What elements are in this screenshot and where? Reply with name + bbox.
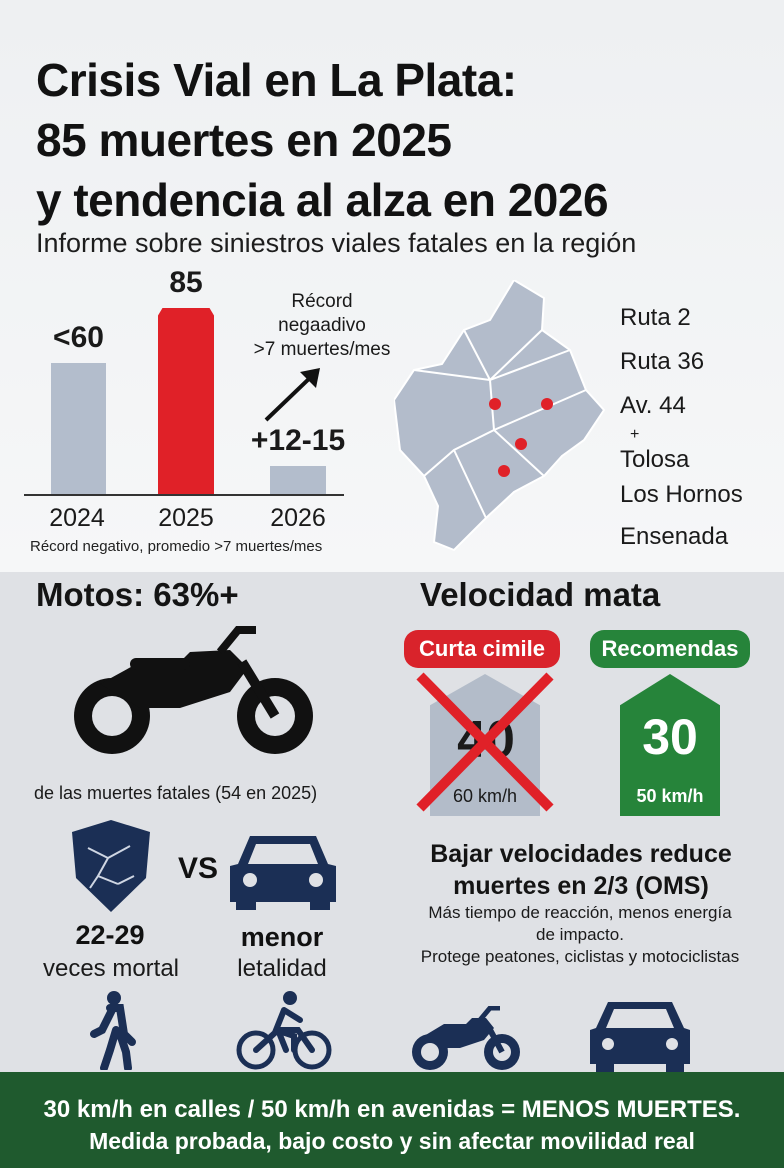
- chart-baseline: [24, 494, 344, 496]
- moto-stat-label: veces mortal: [42, 955, 180, 982]
- title-line-2: 85 muertes en 2025: [36, 114, 452, 166]
- bar-2025: [158, 308, 214, 494]
- place-list: Ruta 2 Ruta 36 Av. 44 + Tolosa Los Horno…: [620, 296, 743, 562]
- speed-body-line-1: Más tiempo de reacción, menos energía: [428, 903, 732, 922]
- record-line-3: >7 muertes/mes: [253, 339, 391, 360]
- small-motorcycle-icon: [412, 1006, 520, 1070]
- speed-heading: Velocidad mata: [420, 576, 661, 613]
- car-stat-value: menor: [240, 922, 324, 952]
- hotspot-marker: [489, 398, 501, 410]
- car-icon: [230, 836, 336, 910]
- year-label-2025: 2025: [158, 504, 214, 532]
- chart-note: Récord negativo, promedio >7 muertes/mes: [30, 538, 323, 555]
- top-panel: [0, 0, 784, 572]
- hotspot-marker: [541, 398, 553, 410]
- year-label-2026: 2026: [270, 504, 326, 532]
- speed-body-line-3: Protege peatones, ciclistas y motociclis…: [420, 947, 740, 966]
- area-item: Los Hornos: [620, 481, 743, 508]
- record-line-2: negaadivo: [278, 315, 366, 336]
- cracked-helmet-shield-icon: [72, 820, 150, 912]
- area-item: Ensenada: [620, 523, 729, 550]
- speed-headline-line-1: Bajar velocidades reduce: [430, 840, 732, 868]
- motos-heading: Motos: 63%+: [36, 576, 239, 613]
- car-stat-label: letalidad: [237, 955, 327, 982]
- motos-caption: de las muertes fatales (54 en 2025): [34, 783, 318, 803]
- bar-2026: [270, 466, 326, 494]
- plus-sign: +: [630, 426, 640, 443]
- speed-body-line-2: de impacto.: [536, 925, 624, 944]
- cyclist-icon: [236, 991, 332, 1070]
- recommended-speed-sign: [620, 674, 720, 816]
- bar-value-2026: +12-15: [250, 424, 346, 457]
- recommended-limit-label: Recomendas: [590, 630, 750, 668]
- footer-banner: 30 km/h en calles / 50 km/h en avenidas …: [0, 1072, 784, 1168]
- year-label-2024: 2024: [49, 504, 105, 532]
- title-line-1: Crisis Vial en La Plata:: [36, 54, 517, 106]
- motorcycle-icon: [74, 626, 313, 754]
- page-title: Crisis Vial en La Plata: 85 muertes en 2…: [36, 50, 609, 230]
- trend-up-arrow-icon: [264, 368, 320, 422]
- moto-stat-value: 22-29: [75, 920, 145, 950]
- record-annotation: Récord negaadivo >7 muertes/mes: [252, 290, 392, 362]
- vs-label: VS: [178, 852, 219, 885]
- footer-line-1: 30 km/h en calles / 50 km/h en avenidas …: [43, 1096, 741, 1123]
- bar-value-2024: <60: [53, 321, 104, 354]
- cross-out-icon: [416, 672, 554, 812]
- page-subtitle: Informe sobre siniestros viales fatales …: [36, 228, 637, 258]
- recommended-speed-unit: 50 km/h: [636, 786, 704, 806]
- speed-headline-line-2: muertes en 2/3 (OMS): [453, 872, 709, 900]
- current-limit-label: Curta cimile: [404, 630, 560, 668]
- bar-value-2025: 85: [169, 266, 203, 299]
- current-speed-unit: 60 km/h: [452, 786, 518, 806]
- small-car-icon: [590, 1002, 690, 1072]
- title-line-3: y tendencia al alza en 2026: [36, 174, 609, 226]
- recommended-speed-value: 30: [642, 709, 698, 765]
- footer-line-2: Medida probada, bajo costo y sin afectar…: [89, 1128, 695, 1154]
- road-item: Av. 44: [620, 392, 686, 419]
- bar-2024: [51, 363, 106, 494]
- speed-headline: Bajar velocidades reduce muertes en 2/3 …: [396, 838, 766, 902]
- pedestrian-icon: [90, 991, 136, 1070]
- la-plata-map: [394, 280, 606, 552]
- area-item: Tolosa: [620, 446, 690, 473]
- road-item: Ruta 2: [620, 304, 691, 331]
- speed-body: Más tiempo de reacción, menos energía de…: [380, 902, 780, 968]
- hotspot-marker: [498, 465, 510, 477]
- record-line-1: Récord: [291, 291, 353, 312]
- road-item: Ruta 36: [620, 348, 705, 375]
- hotspot-marker: [515, 438, 527, 450]
